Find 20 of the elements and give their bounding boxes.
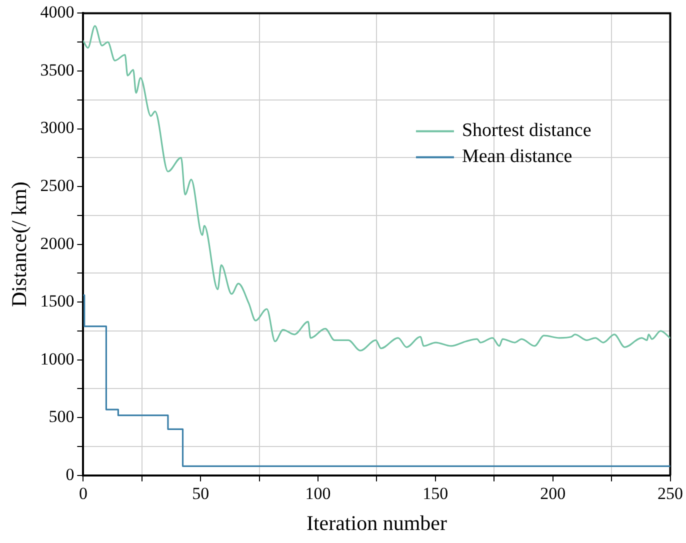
y-axis-title: Distance(/ km) (7, 182, 32, 307)
x-tick-label: 200 (540, 484, 566, 504)
x-tick-label: 250 (658, 484, 683, 504)
x-axis-title: Iteration number (306, 510, 447, 535)
x-tick-label: 150 (422, 484, 448, 504)
y-tick-label: 1000 (40, 349, 74, 368)
x-tick-label: 100 (305, 484, 331, 504)
y-tick-label: 2500 (40, 176, 74, 195)
legend-label: Mean distance (462, 146, 572, 168)
y-tick-label: 0 (66, 464, 74, 484)
y-tick-label: 2000 (40, 234, 74, 253)
x-tick-label: 50 (192, 484, 210, 504)
y-tick-label: 4000 (40, 2, 74, 22)
x-tick-label: 0 (78, 484, 88, 504)
line-series (83, 25, 670, 352)
legend-label: Shortest distance (462, 120, 592, 142)
y-tick-label: 3500 (40, 60, 74, 80)
y-tick-label: 3000 (40, 118, 74, 138)
y-tick-label: 500 (48, 407, 74, 426)
y-tick-label: 1500 (40, 292, 74, 311)
